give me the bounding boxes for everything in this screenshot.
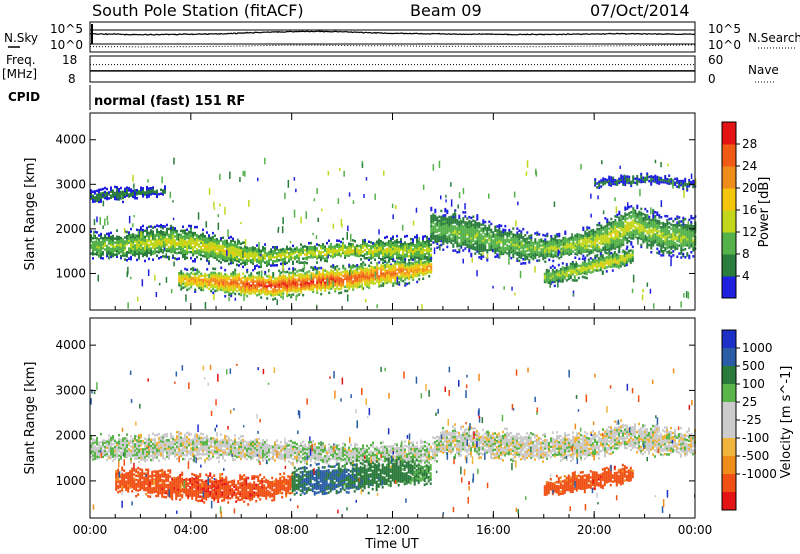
power-ytick-label: 4000	[55, 133, 86, 147]
cpid-panel: CPID normal (fast) 151 RF	[8, 85, 245, 110]
echo-band-6	[594, 172, 697, 192]
velocity-colorbar-segment	[722, 420, 736, 439]
echo-band-3	[291, 457, 432, 496]
xaxis-tick-label: 00:00	[73, 523, 108, 537]
scatter-echoes	[90, 363, 696, 519]
velocity-ylabel: Slant Range [km]	[23, 362, 38, 475]
noise-right-tick-bottom: 10^0	[708, 38, 741, 52]
xaxis-tick-label: 08:00	[274, 523, 309, 537]
noise-panel: N.Sky 10^5 10^0 10^5 10^0 N.Search	[4, 21, 800, 53]
nave-label: Nave	[748, 63, 779, 77]
power-colorbar-segment	[722, 144, 736, 167]
power-colorbar-tick: 24	[742, 159, 757, 173]
noise-right-label: N.Search	[748, 31, 800, 45]
frequency-panel: Freq. [MHz] 18 8 60 0 Nave	[2, 53, 779, 86]
xaxis-tick-label: 12:00	[375, 523, 410, 537]
velocity-panel: 1000 2000 3000 4000 Slant Range [km] 1000 50…	[23, 317, 794, 519]
echo-band-4	[543, 245, 634, 288]
n-sky-line	[89, 30, 696, 36]
velocity-colorbar-segment	[722, 330, 736, 349]
power-ytick-label: 2000	[55, 222, 86, 236]
power-colorbar-tick: 16	[742, 203, 757, 217]
velocity-colorbar-segment	[722, 384, 736, 403]
time-axis: 00:00 04:00 08:00 12:00 16:00 20:00 00:00	[73, 113, 713, 537]
power-colorbar-tick: 4	[742, 269, 750, 283]
noise-left-label: N.Sky	[4, 31, 38, 45]
echo-band-1	[90, 419, 696, 471]
echo-band-2	[178, 257, 433, 301]
velocity-colorbar-segment	[722, 438, 736, 457]
plot-title: South Pole Station (fitACF)	[92, 1, 304, 20]
velocity-ytick-label: 1000	[55, 474, 86, 488]
beam-label: Beam 09	[410, 1, 482, 20]
velocity-ytick-label: 3000	[55, 383, 86, 397]
noise-right-tick-top: 10^5	[708, 22, 741, 36]
power-colorbar-segment	[722, 188, 736, 211]
power-panel: 1000 2000 3000 4000 Slant Range [km] 4 8 12 16…	[23, 112, 772, 311]
xaxis-label: Time UT	[364, 537, 418, 552]
power-colorbar-label: Power [dB]	[757, 177, 772, 248]
xaxis-tick-label: 20:00	[577, 523, 612, 537]
velocity-colorbar-tick: 100	[742, 377, 765, 391]
n-search-line	[90, 44, 696, 48]
velocity-colorbar-tick: 500	[742, 359, 765, 373]
velocity-colorbar-tick: 25	[742, 395, 757, 409]
freq-tick-top: 18	[62, 53, 77, 67]
power-colorbar-tick: 12	[742, 225, 757, 239]
noise-left-tick-bottom: 10^0	[50, 38, 83, 52]
cpid-label: CPID	[8, 90, 40, 104]
echo-band-3	[430, 204, 697, 265]
power-ylabel: Slant Range [km]	[23, 158, 38, 271]
power-colorbar-segment	[722, 210, 736, 233]
cpid-mode-text: normal (fast) 151 RF	[94, 94, 245, 109]
power-colorbar-segment	[722, 122, 736, 145]
velocity-colorbar-segment	[722, 456, 736, 475]
scatter-echoes	[93, 157, 697, 311]
date-label: 07/Oct/2014	[590, 1, 690, 20]
power-ytick-label: 3000	[55, 177, 86, 191]
echo-band-5	[90, 185, 166, 204]
power-colorbar-segment	[722, 166, 736, 189]
echo-band-1	[90, 223, 432, 270]
velocity-colorbar-tick: -100	[742, 431, 769, 445]
velocity-colorbar-tick: 1000	[742, 341, 773, 355]
velocity-colorbar-tick: -1000	[742, 467, 777, 481]
echo-band-2	[115, 466, 294, 506]
nave-tick-bottom: 0	[708, 72, 716, 86]
velocity-colorbar-segment	[722, 474, 736, 493]
power-colorbar-tick: 8	[742, 247, 750, 261]
freq-unit-label: [MHz]	[2, 67, 37, 81]
xaxis-tick-label: 04:00	[174, 523, 209, 537]
power-colorbar-segment	[722, 232, 736, 255]
xaxis-tick-label: 00:00	[678, 523, 713, 537]
echo-band-4	[543, 463, 634, 496]
velocity-colorbar-tick: -500	[742, 449, 769, 463]
xaxis-tick-label: 16:00	[476, 523, 511, 537]
power-colorbar-segment	[722, 254, 736, 277]
freq-tick-bottom: 8	[68, 72, 76, 86]
velocity-colorbar-label: Velocity [m s^-1]	[779, 366, 794, 479]
power-ytick-label: 1000	[55, 266, 86, 280]
velocity-colorbar-segment	[722, 402, 736, 421]
noise-left-tick-top: 10^5	[50, 22, 83, 36]
velocity-colorbar-segment	[722, 348, 736, 367]
velocity-ytick-label: 4000	[55, 338, 86, 352]
velocity-colorbar-segment	[722, 366, 736, 385]
power-colorbar-segment	[722, 276, 736, 299]
velocity-colorbar-tick: -25	[742, 413, 762, 427]
power-colorbar-tick: 28	[742, 137, 757, 151]
power-colorbar-tick: 20	[742, 181, 757, 195]
velocity-ytick-label: 2000	[55, 429, 86, 443]
nave-tick-top: 60	[708, 53, 723, 67]
freq-label: Freq.	[6, 53, 36, 67]
velocity-colorbar-segment	[722, 492, 736, 511]
